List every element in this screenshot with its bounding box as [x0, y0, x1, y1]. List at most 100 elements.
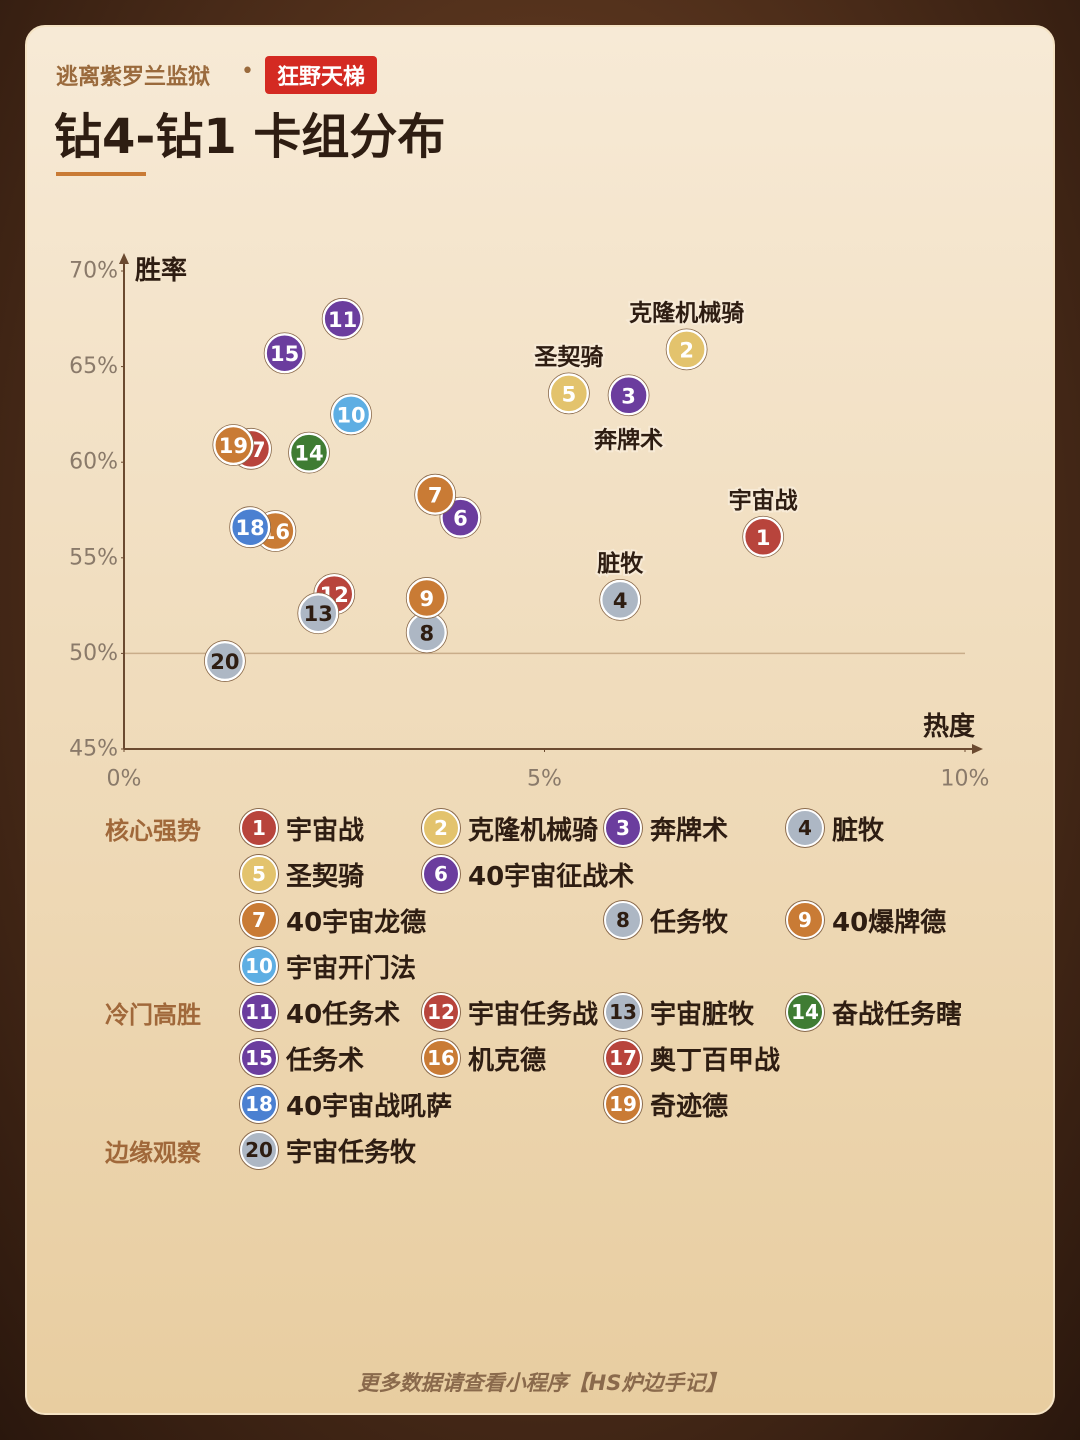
- legend-item: 2 克隆机械骑: [422, 805, 604, 851]
- legend-label: 宇宙任务战: [468, 999, 599, 1030]
- legend-marker: 12: [422, 993, 460, 1031]
- point-id: 10: [336, 403, 365, 427]
- point-annotation: 奔牌术: [594, 426, 663, 453]
- point-id: 6: [453, 507, 468, 531]
- legend-item: 20 宇宙任务牧: [240, 1127, 422, 1173]
- badge: 狂野天梯: [265, 56, 378, 94]
- point: 4: [599, 578, 642, 621]
- point-marker: [666, 329, 707, 370]
- legend-item: 7 40宇宙龙德: [240, 897, 604, 943]
- point-ring: [212, 424, 255, 466]
- point-ring: [547, 372, 590, 415]
- legend-label: 奇迹德: [650, 1091, 729, 1122]
- legend-label: 40爆牌德: [832, 907, 947, 938]
- y-tick-label: 50%: [69, 641, 118, 666]
- point-id: 19: [219, 434, 248, 458]
- point: 2: [665, 328, 708, 371]
- legend-group-label: 核心强势: [105, 817, 201, 845]
- legend-label: 脏牧: [832, 815, 885, 846]
- legend-marker: 7: [240, 901, 278, 939]
- legend-marker: 2: [422, 809, 460, 847]
- legend-item: 16 机克德: [422, 1035, 604, 1081]
- point-id: 1: [756, 526, 771, 550]
- legend-label: 奔牌术: [650, 815, 729, 846]
- point: 11: [321, 297, 364, 340]
- legend-label: 宇宙任务牧: [286, 1137, 417, 1168]
- point-id: 5: [562, 382, 577, 406]
- point-marker: [599, 579, 641, 621]
- point-annotation: 圣契骑: [534, 344, 603, 370]
- y-axis-title: 胜率: [135, 255, 187, 286]
- point-marker: [414, 474, 456, 515]
- point-ring: [321, 297, 364, 340]
- point: 15: [263, 332, 306, 375]
- legend-item: 15 任务术: [240, 1035, 422, 1081]
- point-id: 15: [270, 342, 299, 366]
- point: 19: [212, 424, 255, 466]
- y-tick-label: 45%: [69, 737, 118, 762]
- point-marker: [204, 640, 246, 682]
- legend-marker: 13: [604, 993, 642, 1031]
- point-id: 4: [613, 589, 628, 613]
- legend-label: 奥丁百甲战: [650, 1045, 781, 1076]
- point-ring: [288, 431, 330, 474]
- point: 14: [288, 431, 330, 474]
- point-id: 20: [210, 650, 239, 674]
- legend-item: 18 40宇宙战吼萨: [240, 1081, 604, 1127]
- separator: •: [241, 59, 254, 84]
- legend-marker: 8: [604, 901, 642, 939]
- legend-marker: 6: [422, 855, 460, 893]
- point-ring: [229, 506, 272, 549]
- legend-marker: 15: [240, 1039, 278, 1077]
- point-id: 7: [428, 484, 443, 508]
- point-id: 3: [621, 384, 636, 408]
- title-rule: [56, 172, 146, 176]
- legend-label: 克隆机械骑: [468, 815, 599, 846]
- legend-marker: 1: [240, 809, 278, 847]
- legend-item: 13 宇宙脏牧: [604, 989, 786, 1035]
- legend-marker: 14: [786, 993, 824, 1031]
- point: 7: [414, 473, 457, 516]
- y-tick-label: 55%: [69, 545, 118, 570]
- point-marker: [330, 394, 372, 435]
- legend-item: 14 奋战任务瞎: [786, 989, 968, 1035]
- point: 10: [330, 393, 372, 436]
- point-ring: [665, 328, 708, 371]
- point-marker: [288, 432, 330, 473]
- point-marker: [322, 298, 363, 340]
- legend-marker: 9: [786, 901, 824, 939]
- point-ring: [263, 332, 306, 375]
- point-annotation: 宇宙战: [729, 487, 798, 514]
- x-tick-label: 5%: [527, 767, 562, 792]
- point-marker: [298, 592, 339, 634]
- legend-item: 19 奇迹德: [604, 1081, 786, 1127]
- legend-group-label: 边缘观察: [105, 1139, 201, 1167]
- point: 5: [547, 372, 590, 415]
- legend-label: 40宇宙战吼萨: [286, 1091, 453, 1122]
- point-marker: [608, 375, 649, 416]
- subtitle: 逃离紫罗兰监狱: [56, 65, 211, 90]
- point-id: 18: [236, 516, 265, 540]
- legend-label: 奋战任务瞎: [832, 999, 963, 1030]
- y-tick-label: 60%: [69, 450, 118, 475]
- point-id: 13: [304, 602, 333, 626]
- y-tick-label: 70%: [69, 259, 118, 284]
- legend-label: 机克德: [468, 1045, 547, 1076]
- legend-item: 9 40爆牌德: [786, 897, 968, 943]
- point-id: 2: [679, 338, 694, 362]
- legend-label: 任务术: [286, 1045, 365, 1076]
- point-marker: [229, 506, 271, 548]
- y-tick-label: 65%: [69, 354, 118, 379]
- card: 逃离紫罗兰监狱 • 狂野天梯 钻4-钻1 卡组分布 45% 50% 55% 60% 65…: [25, 25, 1055, 1415]
- point-ring: [405, 577, 448, 619]
- legend-label: 40任务术: [286, 999, 401, 1030]
- legend-marker: 20: [240, 1131, 278, 1169]
- x-arrow: [972, 744, 983, 754]
- x-tick-label: 10%: [941, 767, 990, 792]
- legend-group-label: 冷门高胜: [105, 1001, 201, 1029]
- legend-item: 8 任务牧: [604, 897, 786, 943]
- legend-label: 40宇宙龙德: [286, 907, 427, 938]
- legend-grid: 1 宇宙战 2 克隆机械骑 3 奔牌术 4 脏牧 5 圣契骑 6 40宇宙征战术 7 40宇宙龙德 8 任务牧…: [240, 805, 968, 989]
